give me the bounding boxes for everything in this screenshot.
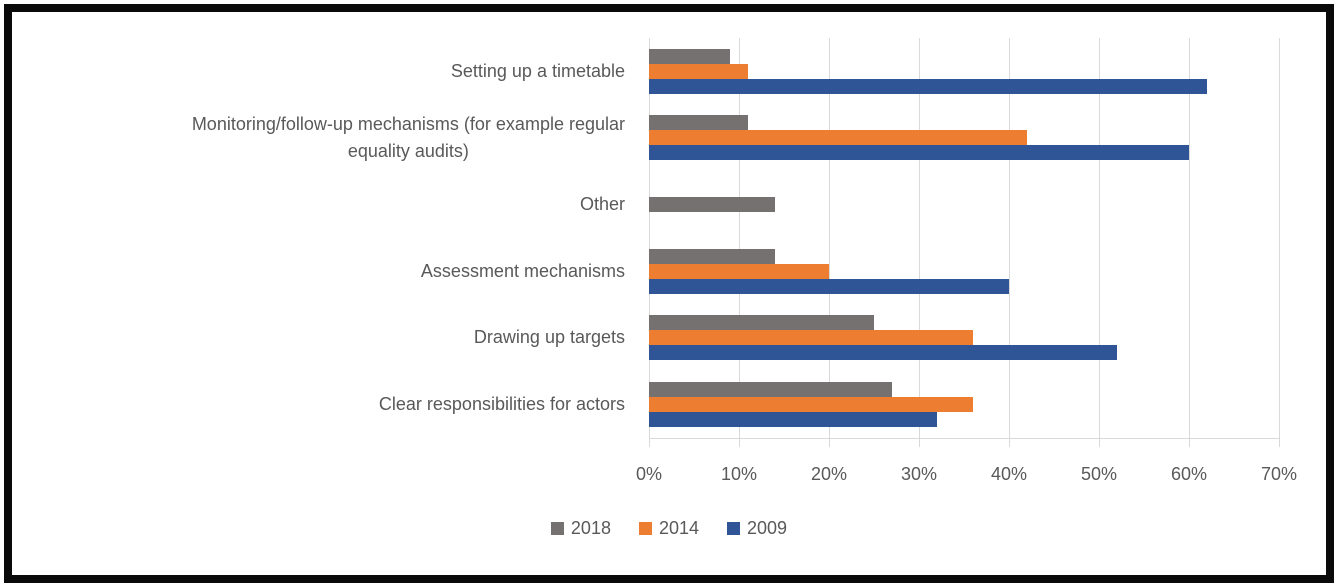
x-axis-tickmark [829, 438, 830, 447]
x-axis-tickmark [1279, 438, 1280, 447]
bar-rows [649, 38, 1279, 438]
legend-item-2009: 2009 [727, 518, 787, 539]
x-axis-tickmark [919, 438, 920, 447]
legend-item-2018: 2018 [550, 518, 611, 539]
legend-swatch-icon [638, 522, 652, 535]
legend-item-2014: 2014 [638, 518, 700, 539]
gridline [739, 38, 740, 438]
x-axis-tick-label: 30% [900, 464, 938, 484]
bar-2018 [649, 382, 892, 398]
category-label: Clear responsibilities for actors [22, 371, 625, 438]
bar-2018 [649, 315, 874, 331]
bar-2018 [649, 197, 775, 213]
x-axis-tick-label: 20% [810, 464, 848, 484]
bar-2014 [649, 63, 748, 79]
category-label-text: Monitoring/follow-up mechanisms (for exa… [191, 113, 625, 161]
category-labels: Setting up a timetable Monitoring/follow-… [22, 38, 625, 438]
category-label: Drawing up targets [22, 305, 625, 372]
bar-2009 [649, 278, 1009, 294]
gridline [829, 38, 830, 438]
bar-group [649, 171, 1279, 238]
bar-group [649, 238, 1279, 305]
bar-2009 [649, 345, 1117, 361]
x-axis-tickmark [1189, 438, 1190, 447]
bar-2014 [649, 330, 973, 346]
bar-2009 [649, 78, 1207, 94]
gridline [1189, 38, 1190, 438]
x-axis-tick-label: 60% [1170, 464, 1208, 484]
bar-group [649, 105, 1279, 172]
x-axis-tickmark [649, 438, 650, 447]
bar-2009 [649, 412, 937, 428]
x-axis-tick-label: 70% [1260, 464, 1298, 484]
x-axis-tickmark [1099, 438, 1100, 447]
x-axis-tickmark [739, 438, 740, 447]
legend: 2018 2014 2009 [0, 518, 1338, 539]
bar-2014 [649, 397, 973, 413]
bar-2018 [649, 248, 775, 264]
category-label: Monitoring/follow-up mechanisms (for exa… [22, 105, 625, 172]
x-axis-tick-label: 0% [635, 464, 663, 484]
category-label-text: Assessment mechanisms [420, 260, 625, 281]
gridline [1009, 38, 1010, 438]
category-label-text: Setting up a timetable [450, 60, 625, 81]
plot-area [649, 38, 1280, 447]
legend-swatch-icon [550, 522, 564, 535]
gridline [1099, 38, 1100, 438]
category-label-text: Other [579, 194, 625, 215]
gridline [919, 38, 920, 438]
bar-2014 [649, 130, 1027, 146]
x-axis: 0% 10% 20% 30% 40% 50% 60% 70% [636, 464, 1297, 490]
category-label-text: Drawing up targets [473, 327, 625, 348]
category-label: Setting up a timetable [22, 38, 625, 105]
category-label-text: Clear responsibilities for actors [378, 394, 625, 415]
legend-label: 2014 [658, 518, 700, 538]
x-axis-tickmark [1009, 438, 1010, 447]
gridline [1279, 38, 1280, 438]
legend-label: 2018 [570, 518, 611, 538]
x-axis-tick-label: 10% [720, 464, 758, 484]
bar-group [649, 38, 1279, 105]
legend-swatch-icon [727, 522, 741, 535]
bar-2018 [649, 48, 730, 64]
category-label: Other [22, 171, 625, 238]
legend-label: 2009 [747, 518, 788, 538]
x-axis-tick-label: 40% [990, 464, 1028, 484]
bar-group [649, 371, 1279, 438]
bar-2009 [649, 145, 1189, 161]
gridline [649, 38, 650, 438]
category-label: Assessment mechanisms [22, 238, 625, 305]
bar-group [649, 305, 1279, 372]
bar-2018 [649, 115, 748, 131]
x-axis-tick-label: 50% [1080, 464, 1118, 484]
bar-2014 [649, 263, 829, 279]
